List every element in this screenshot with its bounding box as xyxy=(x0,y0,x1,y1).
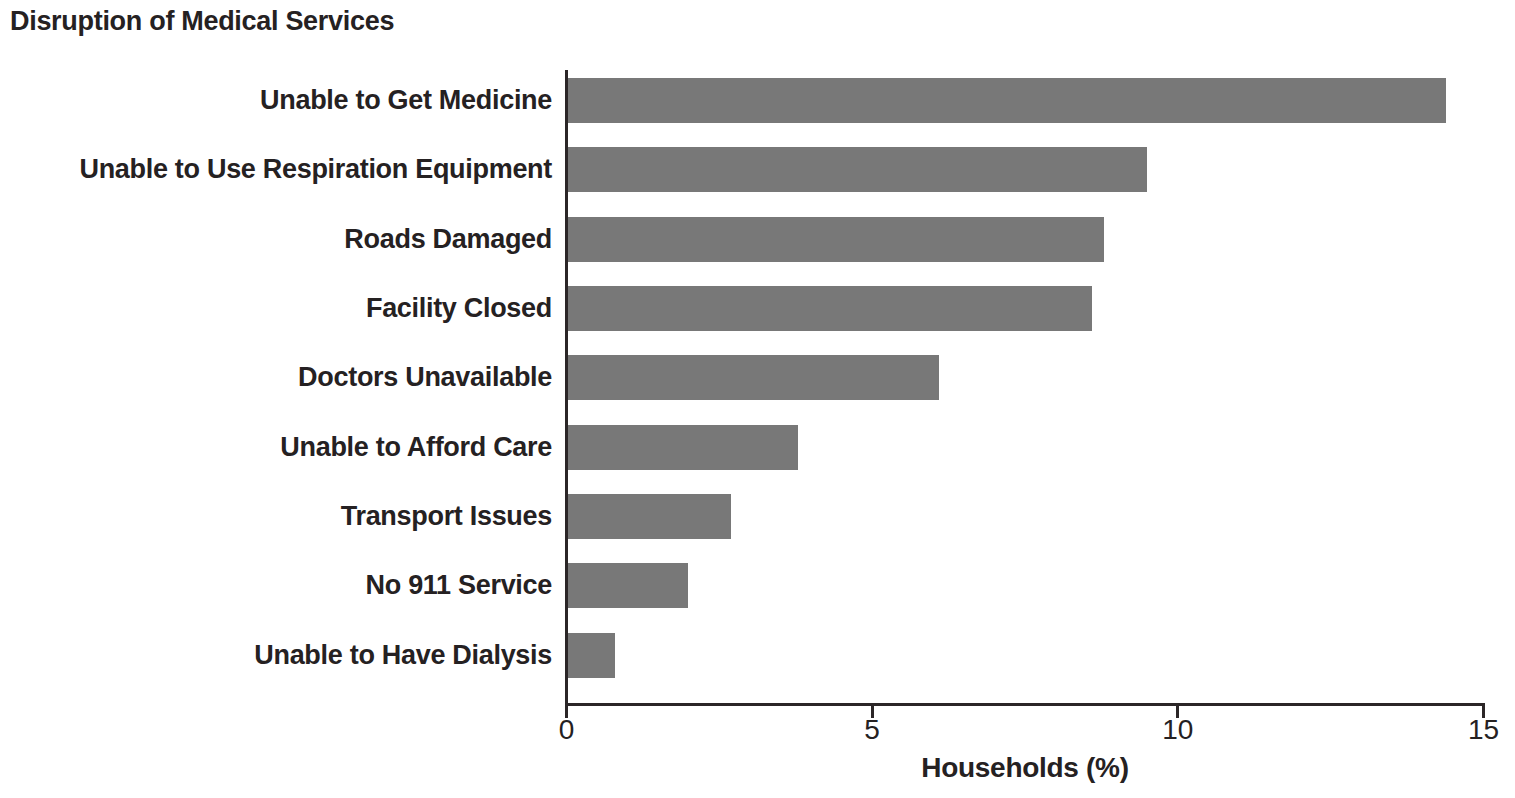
bar-track xyxy=(566,147,1483,192)
bar xyxy=(566,355,939,400)
category-label: Facility Closed xyxy=(0,293,552,324)
bar-row: Roads Damaged xyxy=(0,205,1483,274)
bar-track xyxy=(566,563,1483,608)
x-tick-label: 15 xyxy=(1468,714,1499,746)
x-axis-line xyxy=(565,703,1484,706)
x-tick-label: 5 xyxy=(864,714,880,746)
bar-chart-figure: Disruption of Medical Services Unable to… xyxy=(0,0,1515,798)
plot-area: Unable to Get Medicine Unable to Use Resp… xyxy=(0,66,1483,690)
bar-row: Unable to Get Medicine xyxy=(0,66,1483,135)
bar xyxy=(566,147,1147,192)
bar xyxy=(566,563,688,608)
x-tick-label: 10 xyxy=(1162,714,1193,746)
category-label: Unable to Use Respiration Equipment xyxy=(0,154,552,185)
category-label: Unable to Get Medicine xyxy=(0,85,552,116)
bar-row: No 911 Service xyxy=(0,551,1483,620)
category-label: No 911 Service xyxy=(0,570,552,601)
bar xyxy=(566,494,731,539)
bar xyxy=(566,633,615,678)
bar-row: Doctors Unavailable xyxy=(0,343,1483,412)
bar xyxy=(566,425,798,470)
bar xyxy=(566,217,1104,262)
bar-row: Unable to Have Dialysis xyxy=(0,620,1483,689)
bar-row: Unable to Afford Care xyxy=(0,412,1483,481)
bar-row: Unable to Use Respiration Equipment xyxy=(0,135,1483,204)
category-label: Unable to Have Dialysis xyxy=(0,640,552,671)
bar-track xyxy=(566,494,1483,539)
bar-track xyxy=(566,286,1483,331)
bar-track xyxy=(566,633,1483,678)
x-tick-label: 0 xyxy=(559,714,575,746)
category-label: Doctors Unavailable xyxy=(0,362,552,393)
bar-track xyxy=(566,425,1483,470)
category-label: Roads Damaged xyxy=(0,224,552,255)
bar xyxy=(566,286,1092,331)
bar-track xyxy=(566,217,1483,262)
bar xyxy=(566,78,1446,123)
category-label: Unable to Afford Care xyxy=(0,432,552,463)
bar-track xyxy=(566,78,1483,123)
category-label: Transport Issues xyxy=(0,501,552,532)
y-axis-line xyxy=(565,70,568,706)
x-axis-label: Households (%) xyxy=(921,752,1128,784)
chart-title: Disruption of Medical Services xyxy=(10,6,394,37)
bar-track xyxy=(566,355,1483,400)
bar-row: Facility Closed xyxy=(0,274,1483,343)
bar-row: Transport Issues xyxy=(0,482,1483,551)
